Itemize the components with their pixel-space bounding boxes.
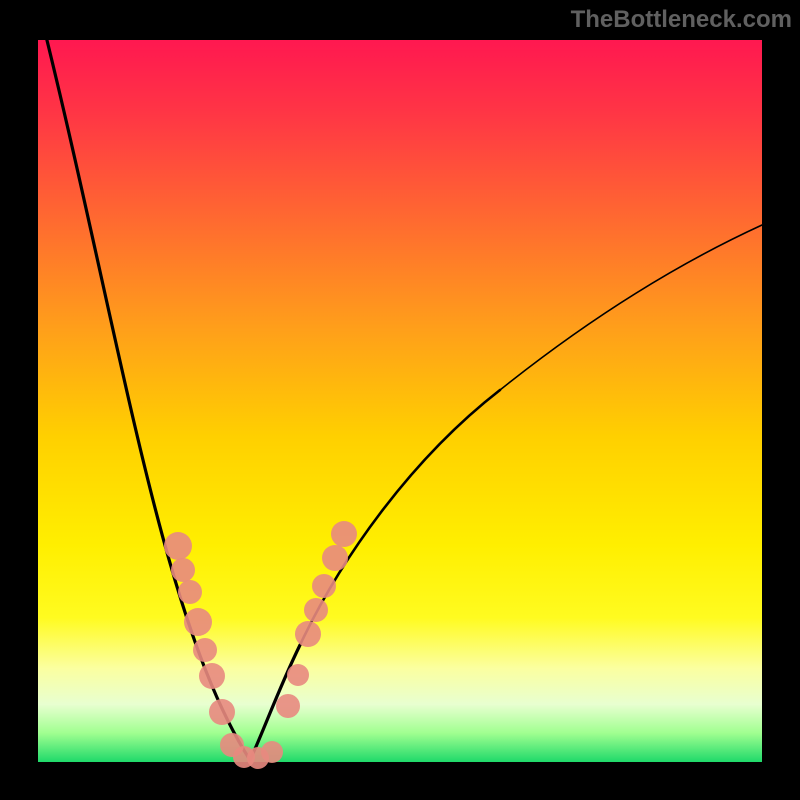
attribution-watermark: TheBottleneck.com [571, 6, 792, 34]
chart-frame: TheBottleneck.com [0, 0, 800, 800]
chart-plot-area [38, 40, 762, 762]
